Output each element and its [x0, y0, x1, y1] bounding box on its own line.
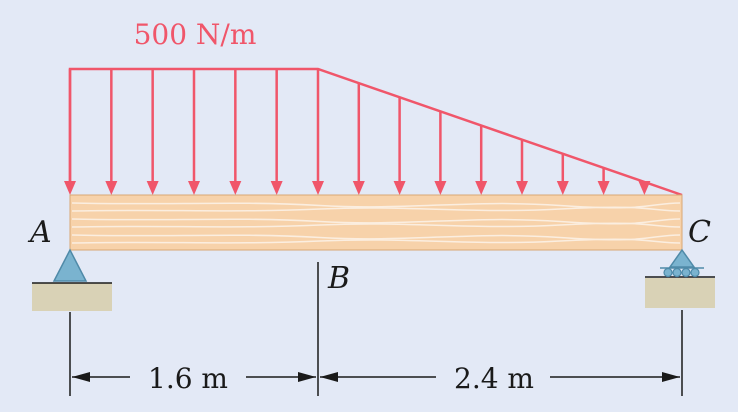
load-arrow-head: [270, 181, 283, 195]
dimension-bc: 2.4 m: [320, 362, 680, 395]
load-arrow-head: [64, 181, 76, 195]
load-outline: [68, 67, 683, 197]
beam: [69, 194, 683, 251]
load-arrow-head: [393, 181, 406, 195]
load-intensity-label: 500 N/m: [134, 18, 257, 51]
roller-wheel-3: [681, 267, 691, 278]
grain-line: [71, 238, 681, 244]
load-arrow-head: [188, 181, 200, 195]
load-arrow-head: [352, 181, 365, 195]
load-arrow-head: [229, 181, 242, 195]
dim-ab-arrow-right: [298, 372, 316, 382]
roller-wheel-4: [690, 267, 700, 278]
roller-support-c: [645, 248, 715, 308]
load-arrow-head: [597, 181, 610, 195]
roller-wheel-2: [672, 267, 682, 278]
grain-line: [71, 222, 681, 228]
load-arrow-head: [146, 181, 159, 195]
ground-a: [32, 283, 112, 311]
load-arrow-head: [516, 181, 528, 195]
roller-wheel-1: [663, 267, 673, 278]
dim-ab-label: 1.6 m: [148, 362, 228, 395]
roller-triangle-c: [668, 248, 696, 268]
dimension-ab: 1.6 m: [72, 362, 316, 395]
dim-bc-arrow-left: [320, 372, 338, 382]
load-arrow-head: [475, 181, 488, 195]
ground-c: [645, 278, 715, 308]
point-label-b: B: [327, 261, 350, 296]
wood-grain: [71, 202, 681, 244]
point-label-c: C: [688, 215, 711, 250]
load-arrow-head: [638, 181, 651, 195]
load-arrow-head: [556, 181, 569, 195]
pin-support-a: [32, 248, 112, 311]
point-label-a: A: [27, 215, 52, 250]
load-arrow-head: [312, 181, 324, 195]
distributed-load: [64, 67, 683, 197]
pin-triangle-a: [52, 248, 88, 282]
load-arrow-head: [434, 181, 447, 195]
dim-bc-label: 2.4 m: [454, 362, 534, 395]
load-arrow-head: [105, 181, 118, 195]
dim-ab-arrow-left: [72, 372, 90, 382]
dim-bc-arrow-right: [662, 372, 680, 382]
grain-line: [71, 206, 681, 212]
